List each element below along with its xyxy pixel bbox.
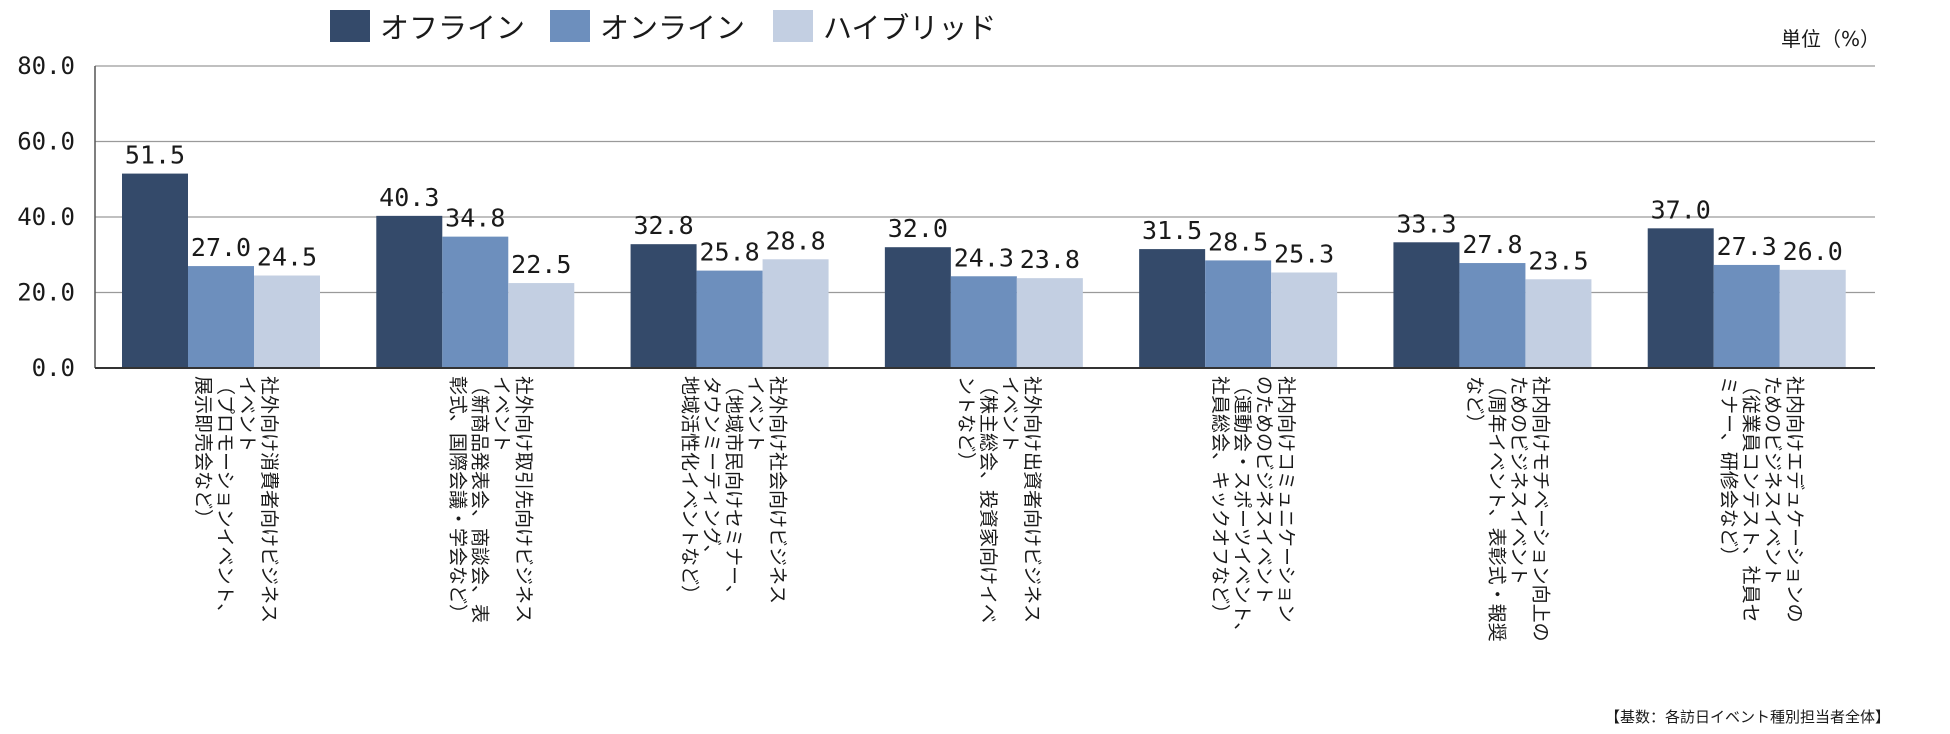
legend-swatch-3 [773,10,813,42]
data-label-2-1: 27.0 [191,233,251,262]
category-label-7-line-1: 社内向けエデュケーションの [1784,376,1806,623]
bars [122,173,1846,368]
category-label-1-line-1: 社外向け消費者向けビジネス [258,376,280,623]
bar-3-4 [1016,278,1083,368]
category-label-5-line-3: （運動会・スポーツイベント、 [1231,376,1253,641]
category-label-7: 社内向けエデュケーションのためのビジネスイベント（従業員コンテスト、社員セミナー… [1718,376,1806,623]
y-tick-label-4: 80.0 [17,52,75,80]
data-label-2-7: 27.3 [1717,232,1777,261]
bar-2-5 [1205,260,1272,368]
legend-label-3: ハイブリッド [823,11,996,45]
category-label-3-line-1: 社外向け社会向けビジネス [767,376,789,604]
category-label-3-line-4: タウンミーティング、 [701,376,723,564]
legend-label-1: オフライン [380,11,525,45]
bar-1-6 [1393,242,1460,368]
bar-2-7 [1713,264,1780,368]
category-label-3: 社外向け社会向けビジネスイベント（地域市民向けセミナー、タウンミーティング、地域… [679,376,789,604]
data-label-3-1: 24.5 [257,243,317,272]
data-label-3-2: 22.5 [511,250,571,279]
category-label-6-line-4: など） [1463,376,1485,433]
data-label-2-2: 34.8 [445,204,505,233]
data-label-1-6: 33.3 [1396,209,1456,238]
data-label-1-3: 32.8 [633,211,693,240]
category-label-4-line-1: 社外向け出資者向けビジネス [1021,376,1043,623]
category-label-5-line-1: 社内向けコミュニケーション [1275,376,1297,623]
category-label-6: 社内向けモチベーション向上のためのビジネスイベント（周年イベント、表彰式・報奨な… [1463,376,1551,642]
bar-2-4 [950,276,1017,368]
bar-1-2 [376,215,443,368]
data-label-2-5: 28.5 [1208,227,1268,256]
data-label-3-4: 23.8 [1020,245,1080,274]
bar-2-1 [188,266,254,368]
data-labels: 51.5 40.3 32.8 32.0 31.5 33.3 37.0 27.0 34.8 25.8… [125,141,1843,279]
bar-2-3 [696,270,763,368]
category-label-5-line-2: のためのビジネスイベント [1253,376,1275,604]
legend: オフライン オンライン ハイブリッド [330,10,996,45]
category-label-6-line-2: ためのビジネスイベント [1507,376,1529,585]
category-label-2: 社外向け取引先向けビジネスイベント（新商品発表会、商談会、表彰式、国際会議・学会… [446,376,534,623]
bar-2-2 [442,236,509,368]
bar-1-3 [630,244,697,368]
category-label-5: 社内向けコミュニケーションのためのビジネスイベント（運動会・スポーツイベント、社… [1209,376,1297,641]
bar-1-5 [1139,249,1206,368]
category-label-1-line-4: 展示即売会など） [192,376,214,528]
data-label-1-4: 32.0 [888,214,948,243]
y-tick-label-1: 20.0 [17,279,75,307]
category-label-5-line-4: 社員総会、キックオフなど） [1209,376,1231,623]
bar-3-6 [1525,279,1592,368]
y-tick-label-2: 40.0 [17,203,75,231]
y-tick-label-3: 60.0 [17,128,75,156]
category-label-4-line-4: ントなど） [955,376,977,471]
category-label-2-line-4: 彰式、国際会議・学会など） [446,376,468,623]
bar-3-3 [762,259,829,368]
data-label-2-3: 25.8 [699,238,759,267]
category-label-6-line-3: （周年イベント、表彰式・報奨 [1485,376,1507,642]
bar-1-1 [122,173,188,368]
base-note: 【基数：各訪日イベント種別担当者全体】 [1605,708,1890,726]
category-label-7-line-4: ミナー、研修会など） [1718,376,1740,566]
category-label-2-line-3: （新商品発表会、商談会、表 [468,376,490,623]
category-label-1-line-3: （プロモーションイベント、 [214,376,236,622]
category-label-4-line-3: （株主総会、投資家向けイベ [977,376,999,623]
legend-label-2: オンライン [600,11,745,45]
data-label-1-7: 37.0 [1651,195,1711,224]
unit-label: 単位（%） [1781,27,1880,51]
data-label-3-5: 25.3 [1274,239,1334,268]
data-label-2-6: 27.8 [1462,230,1522,259]
data-label-3-3: 28.8 [765,226,825,255]
category-label-3-line-3: （地域市民向けセミナー、 [723,376,745,604]
y-axis: 0.0 20.0 40.0 60.0 80.0 [17,52,96,382]
bar-1-4 [884,247,951,368]
data-label-1-1: 51.5 [125,141,185,170]
bar-3-1 [254,275,320,368]
legend-swatch-2 [550,10,590,42]
category-label-3-line-2: イベント [745,376,767,452]
bar-3-7 [1779,269,1846,368]
category-label-4-line-2: イベント [999,376,1021,452]
category-label-7-line-2: ためのビジネスイベント [1762,376,1784,585]
bar-3-5 [1271,272,1338,368]
category-label-7-line-3: （従業員コンテスト、社員セ [1740,376,1762,623]
category-label-3-line-5: 地域活性化イベントなど） [679,376,701,604]
legend-swatch-1 [330,10,370,42]
data-label-2-4: 24.3 [954,243,1014,272]
category-label-1-line-2: イベント [236,376,258,452]
category-label-6-line-1: 社内向けモチベーション向上の [1529,376,1551,642]
category-label-2-line-1: 社外向け取引先向けビジネス [512,376,534,623]
y-tick-label-0: 0.0 [32,354,75,382]
category-label-2-line-2: イベント [490,376,512,452]
data-label-3-7: 26.0 [1783,237,1843,266]
bar-2-6 [1459,263,1526,368]
data-label-1-5: 31.5 [1142,216,1202,245]
data-label-1-2: 40.3 [379,183,439,212]
bar-1-7 [1647,228,1714,368]
bar-3-2 [508,283,575,368]
data-label-3-6: 23.5 [1528,246,1588,275]
